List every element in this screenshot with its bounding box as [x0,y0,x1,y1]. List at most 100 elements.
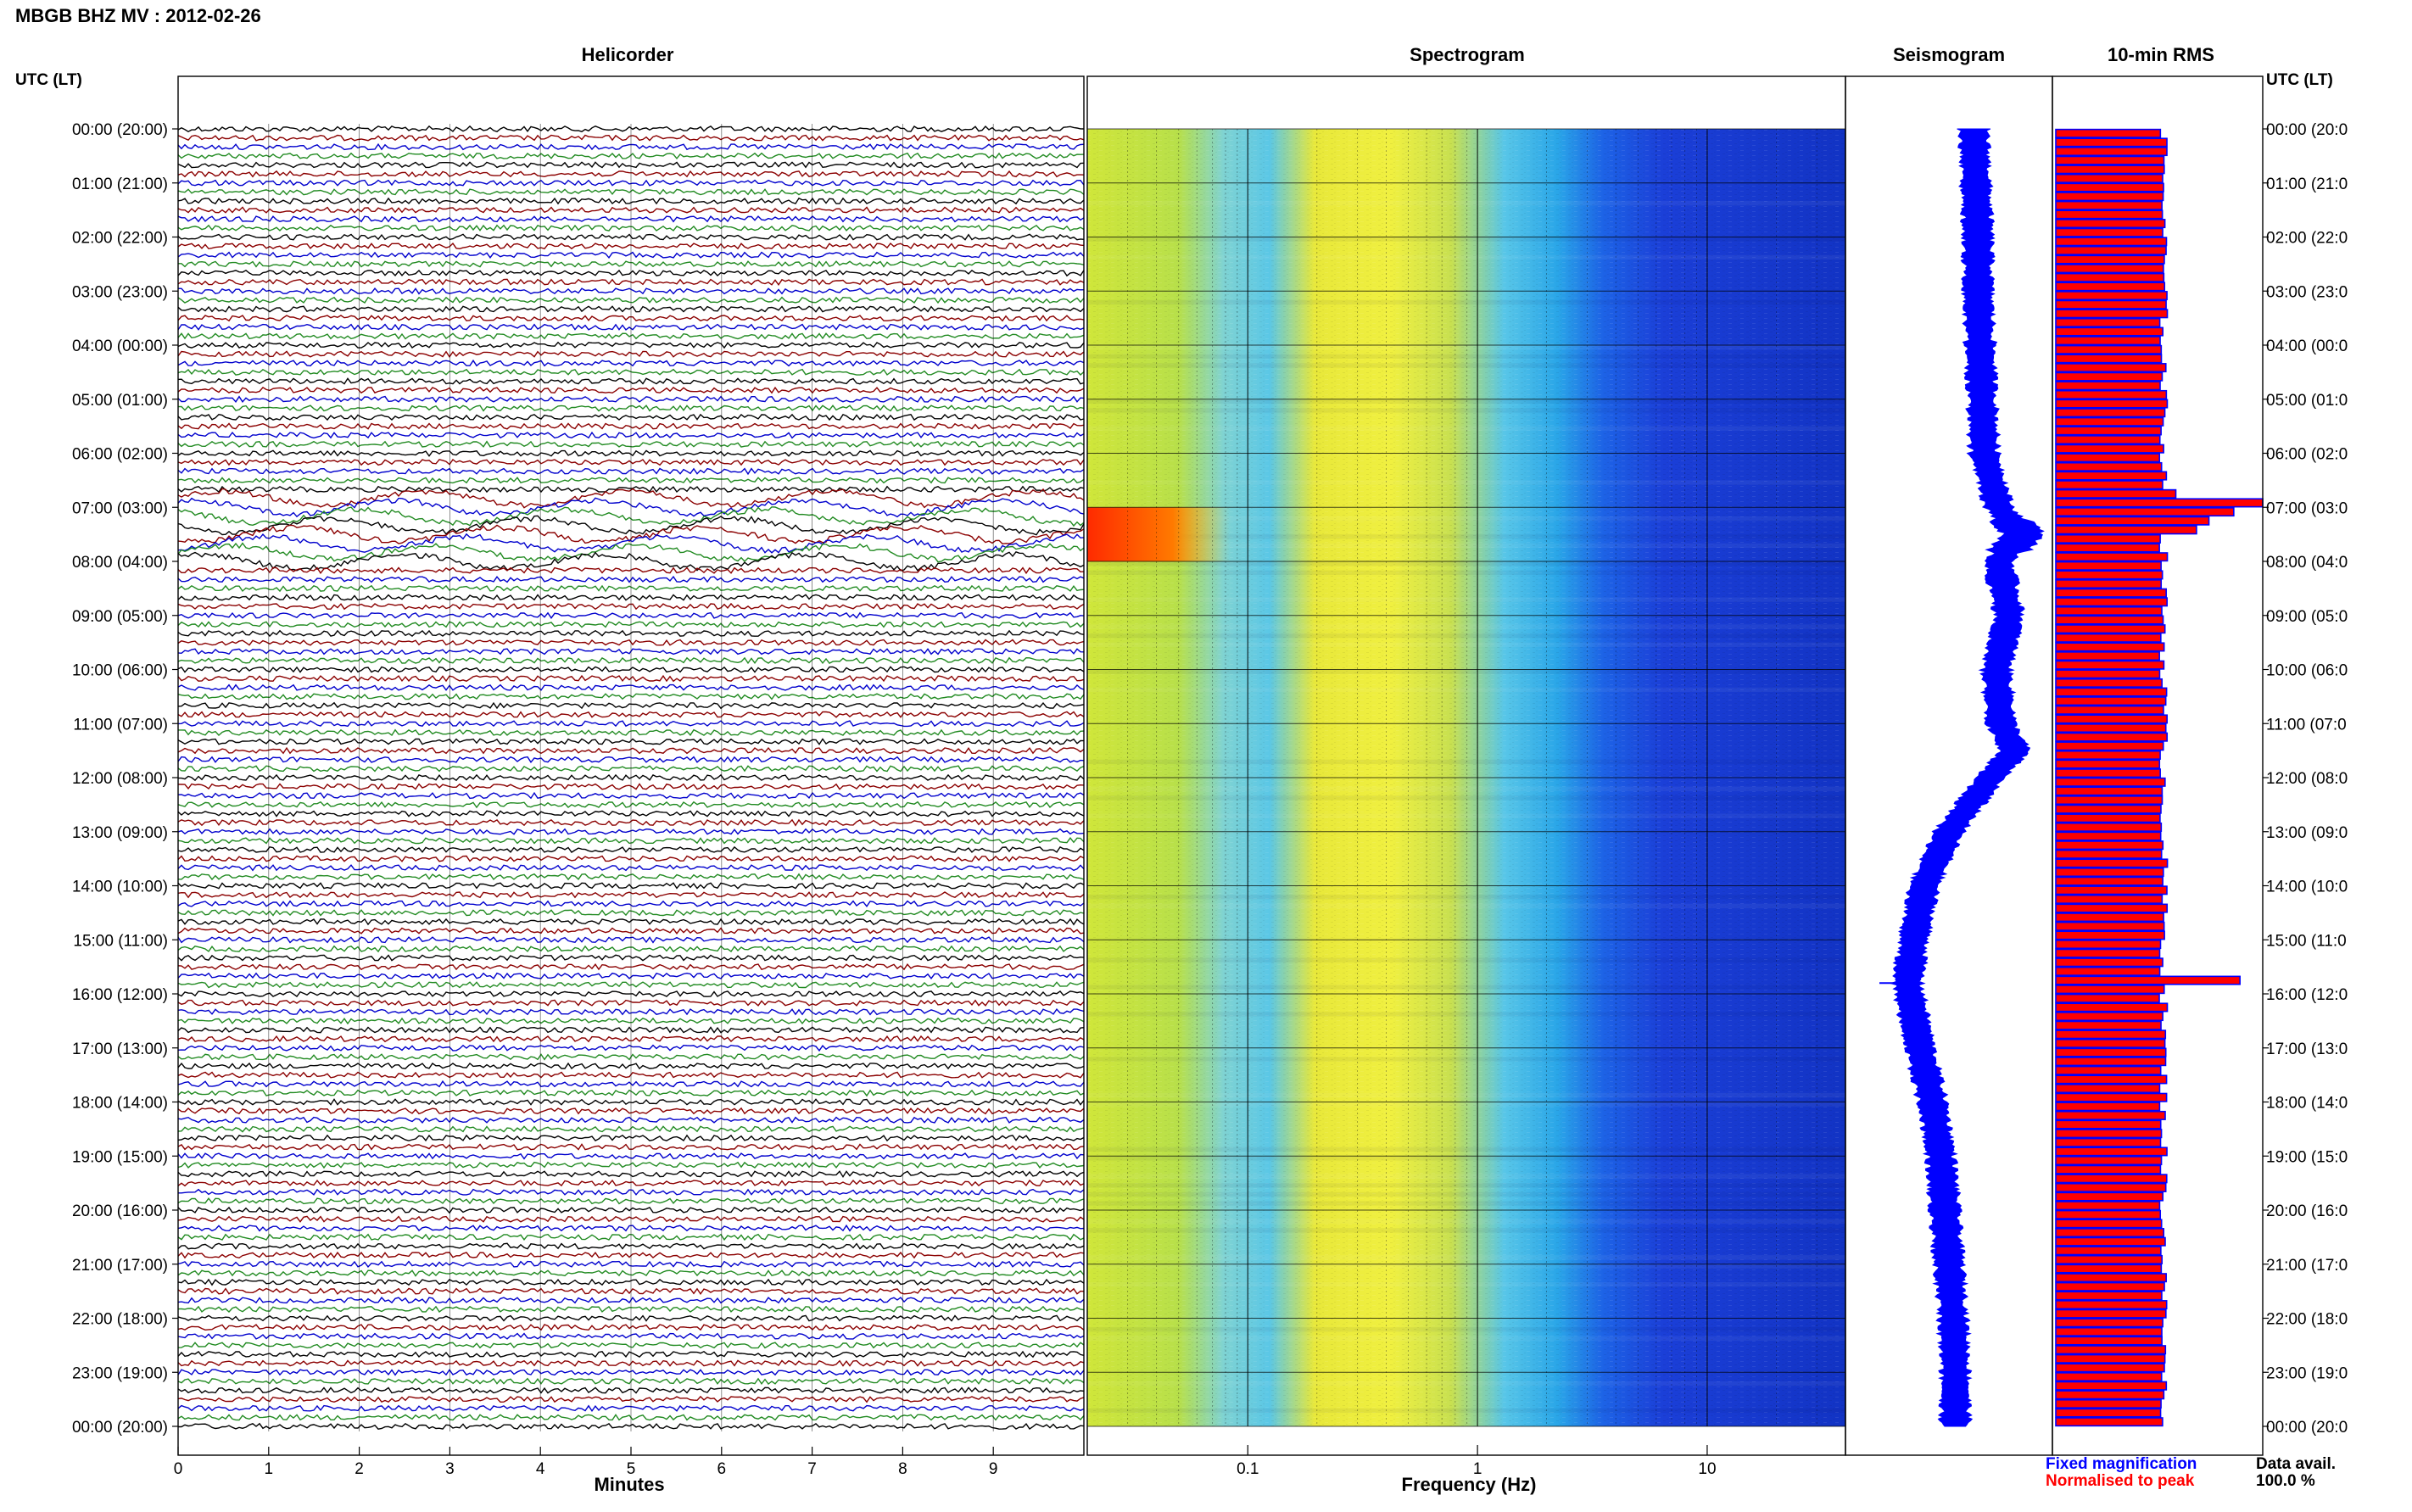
rms-bar [2055,1236,2166,1247]
rms-bar [2055,471,2168,481]
right-time-label: 16:00 (12:0 [2266,986,2348,1004]
rms-bar [2055,1254,2164,1264]
spectrogram-stripe [1087,1327,1845,1332]
right-time-label: 10:00 (06:0 [2266,662,2348,680]
rms-bar [2055,1345,2167,1355]
spectrogram-stripe [1087,399,1845,405]
left-time-label: 18:00 (14:00) [72,1095,168,1113]
rms-bar [2055,336,2161,346]
rms-bar [2055,1174,2168,1184]
rms-bar [2055,786,2164,796]
spectrogram-stripe [1087,1282,1845,1287]
rms-bar [2055,1057,2167,1067]
spectrogram-stripe [1087,1264,1845,1269]
spectrogram-stripe [1087,237,1845,242]
helicorder-x-tick-label: 8 [898,1460,907,1478]
rms-bar [2055,615,2164,625]
rms-bar [2055,1119,2162,1130]
helicorder-x-tick-label: 2 [355,1460,364,1478]
rms-panel [2055,128,2264,1427]
rms-bar [2055,317,2161,327]
left-time-label: 20:00 (16:00) [72,1202,168,1220]
right-time-label: 19:00 (15:0 [2266,1148,2348,1166]
rms-bar [2055,245,2167,255]
left-time-label: 04:00 (00:00) [72,338,168,355]
spectrogram-stripe [1087,1201,1845,1206]
rms-bar [2055,399,2169,409]
seismogram-envelope [1889,128,2045,1427]
right-time-label: 09:00 (05:0 [2266,608,2348,626]
rms-bar [2055,1110,2166,1120]
right-time-label: 11:00 (07:0 [2266,716,2347,734]
right-time-label: 12:00 (08:0 [2266,770,2348,788]
spectrogram-stripe [1087,1255,1845,1260]
spectrogram-stripe [1087,759,1845,765]
left-time-axis: 00:00 (20:00) 01:00 (21:00) 02:00 (22:00) 0… [72,121,178,1437]
spectrogram-stripe [1087,1191,1845,1197]
rms-bar [2055,192,2164,202]
rms-bar [2055,1308,2167,1319]
helicorder-x-tick-label: 0 [174,1460,183,1478]
rms-bar [2055,921,2165,931]
spectrogram-title: Spectrogram [1410,44,1525,65]
helicorder-x-tick-label: 6 [717,1460,727,1478]
right-time-label: 03:00 (23:0 [2266,283,2348,301]
spectrogram-stripe [1087,1183,1845,1188]
rms-bar [2055,714,2168,724]
spectrogram-stripe [1087,1219,1845,1224]
left-time-label: 03:00 (23:00) [72,283,168,301]
spectrogram-hotspot [1087,507,1231,561]
right-time-label: 06:00 (02:0 [2266,446,2348,464]
panel-frame [2052,75,2264,1456]
rms-bar [2055,182,2164,192]
rms-bar [2055,1363,2165,1373]
rms-bar [2055,264,2164,274]
rms-bar [2055,822,2163,832]
right-time-label: 18:00 (14:0 [2266,1095,2348,1113]
right-time-label: 05:00 (01:0 [2266,392,2348,410]
helicorder-x-tick-label: 9 [989,1460,998,1478]
rms-bar [2055,1300,2168,1310]
rms-bar [2055,1084,2161,1094]
rms-bar [2055,354,2163,364]
rms-bar [2055,795,2164,806]
rms-bar [2055,1047,2167,1057]
spectrogram-stripe [1087,543,1845,549]
rms-bar [2055,1318,2164,1328]
rms-bar [2055,371,2164,382]
spectrogram-stripe [1087,1012,1845,1017]
rms-bar [2055,605,2163,616]
rms-bar [2055,966,2161,976]
left-time-label: 14:00 (10:00) [72,879,168,896]
right-time-label: 17:00 (13:0 [2266,1041,2348,1058]
rms-bar [2055,570,2164,580]
rms-bar [2055,1092,2168,1102]
left-time-label: 12:00 (08:00) [72,770,168,788]
rms-bar [2055,426,2162,436]
rms-bar [2055,642,2165,652]
rms-bar [2055,1129,2163,1139]
right-time-axis: 00:00 (20:0 01:00 (21:0 02:00 (22:0 03:00 (… [2263,121,2348,1437]
helicorder-x-tick-label: 7 [807,1460,817,1478]
rms-bar [2055,633,2162,643]
right-time-label: 02:00 (22:0 [2266,230,2348,248]
plot-title: MBGB BHZ MV : 2012-02-26 [15,5,261,26]
rms-bar [2055,741,2164,751]
helicorder-title: Helicorder [582,44,674,65]
left-time-label: 22:00 (18:00) [72,1311,168,1329]
rms-bar [2055,363,2167,373]
spectrogram-stripe [1087,903,1845,909]
spectrogram-stripe [1087,895,1845,900]
rms-bar [2055,516,2210,526]
rms-bar [2055,858,2169,868]
rms-bar [2055,227,2164,237]
helicorder-x-tick-label: 5 [627,1460,636,1478]
rms-bar [2055,885,2168,895]
right-time-label: 01:00 (21:0 [2266,176,2348,193]
right-time-label: 23:00 (19:0 [2266,1364,2348,1382]
rms-title: 10-min RMS [2108,44,2214,65]
spectrogram-x-tick-label: 10 [1698,1460,1716,1478]
spectrogram-stripe [1087,254,1845,260]
spectrogram-stripe [1087,354,1845,359]
rms-bar [2055,985,2165,995]
